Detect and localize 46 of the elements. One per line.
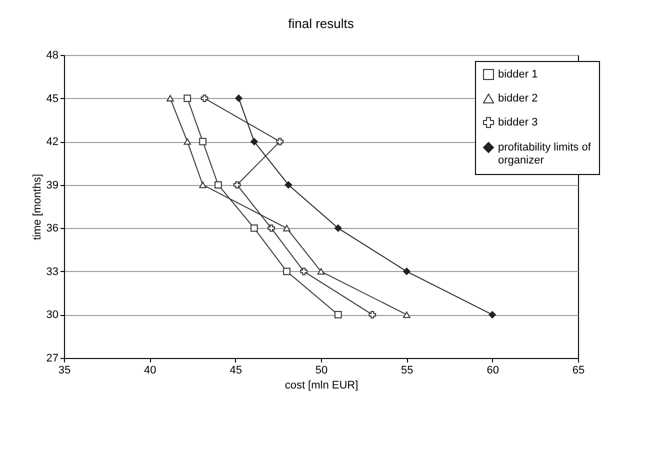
point (268, 224, 275, 232)
x-tick-label: 40 (144, 364, 156, 376)
y-tick-label: 27 (46, 352, 58, 364)
legend-label: bidder 2 (498, 92, 538, 104)
point (334, 224, 342, 232)
point (199, 138, 206, 146)
y-axis-title: time [months] (31, 174, 44, 240)
point (334, 311, 342, 318)
point (250, 138, 258, 146)
point (184, 94, 192, 102)
x-tick-label: 65 (572, 364, 585, 376)
y-tick-label: 36 (46, 222, 58, 235)
y-tick-label: 45 (46, 92, 58, 105)
point (283, 224, 290, 232)
point (184, 138, 192, 145)
point (403, 268, 410, 276)
point (284, 181, 292, 189)
x-tick-label: 35 (58, 364, 71, 376)
point (199, 182, 206, 188)
point (488, 311, 496, 318)
point (166, 95, 174, 102)
x-tick-label: 45 (230, 364, 242, 376)
y-tick-label: 30 (46, 309, 58, 322)
x-tick-label: 60 (486, 364, 499, 376)
point (233, 181, 241, 189)
legend-label: bidder 1 (498, 68, 538, 80)
point (250, 224, 258, 232)
point (317, 268, 325, 275)
point (368, 311, 376, 318)
chart-title: final results (288, 16, 354, 31)
point (200, 94, 208, 102)
x-tick-label: 50 (315, 364, 328, 376)
point (403, 311, 410, 318)
point (300, 268, 308, 276)
y-tick-label: 33 (46, 266, 58, 278)
y-tick-label: 42 (46, 136, 58, 148)
y-tick-label: 39 (46, 179, 58, 192)
x-axis-title: cost [mln EUR] (284, 380, 358, 392)
y-tick-label: 48 (46, 50, 58, 62)
point (235, 94, 242, 102)
point (276, 138, 284, 146)
legend-label: profitability limits of organizer (498, 142, 592, 166)
point (214, 181, 222, 189)
legend-label: bidder 3 (498, 116, 538, 128)
x-tick-label: 55 (401, 364, 414, 376)
point (283, 268, 290, 276)
